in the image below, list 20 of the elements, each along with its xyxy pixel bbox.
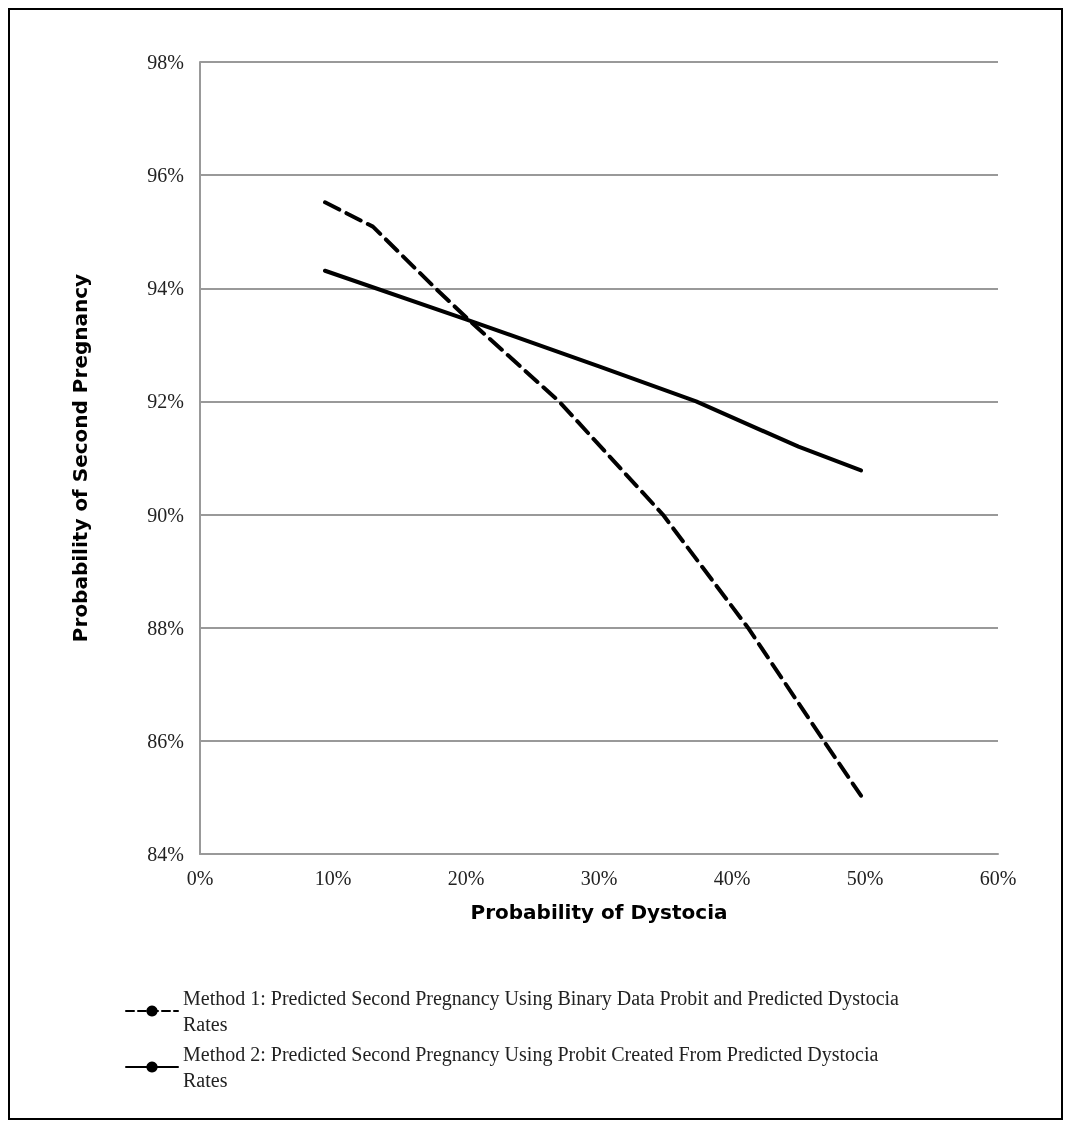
- legend-label: Method 2: Predicted Second Pregnancy Using Probit Created From Predicted Dystocia Rates: [183, 1043, 884, 1091]
- legend-label: Method 1: Predicted Second Pregnancy Using Binary Data Probit and Predicted Dystocia Rates: [183, 987, 904, 1035]
- x-tick-label: 10%: [314, 867, 352, 889]
- line-series: [323, 200, 864, 798]
- x-axis-title: Probability of Dystocia: [470, 900, 728, 924]
- y-tick-label: 84%: [147, 843, 184, 865]
- x-tick-label: 60%: [979, 867, 1017, 889]
- y-tick-label: 86%: [147, 729, 184, 752]
- x-tick-label: 20%: [447, 867, 485, 889]
- y-tick-label: 96%: [147, 164, 184, 187]
- x-tick-label: 40%: [713, 867, 751, 889]
- y-tick-label: 94%: [147, 277, 184, 300]
- x-tick-label: 30%: [580, 867, 618, 889]
- y-tick-label: 92%: [147, 390, 184, 413]
- y-axis-title: Probability of Second Pregnancy: [68, 273, 92, 643]
- y-tick-label: 98%: [147, 51, 184, 73]
- x-tick-label: 50%: [846, 867, 884, 889]
- x-tick-label: 0%: [186, 867, 214, 889]
- y-tick-label: 88%: [147, 616, 184, 639]
- y-tick-label: 90%: [147, 503, 184, 526]
